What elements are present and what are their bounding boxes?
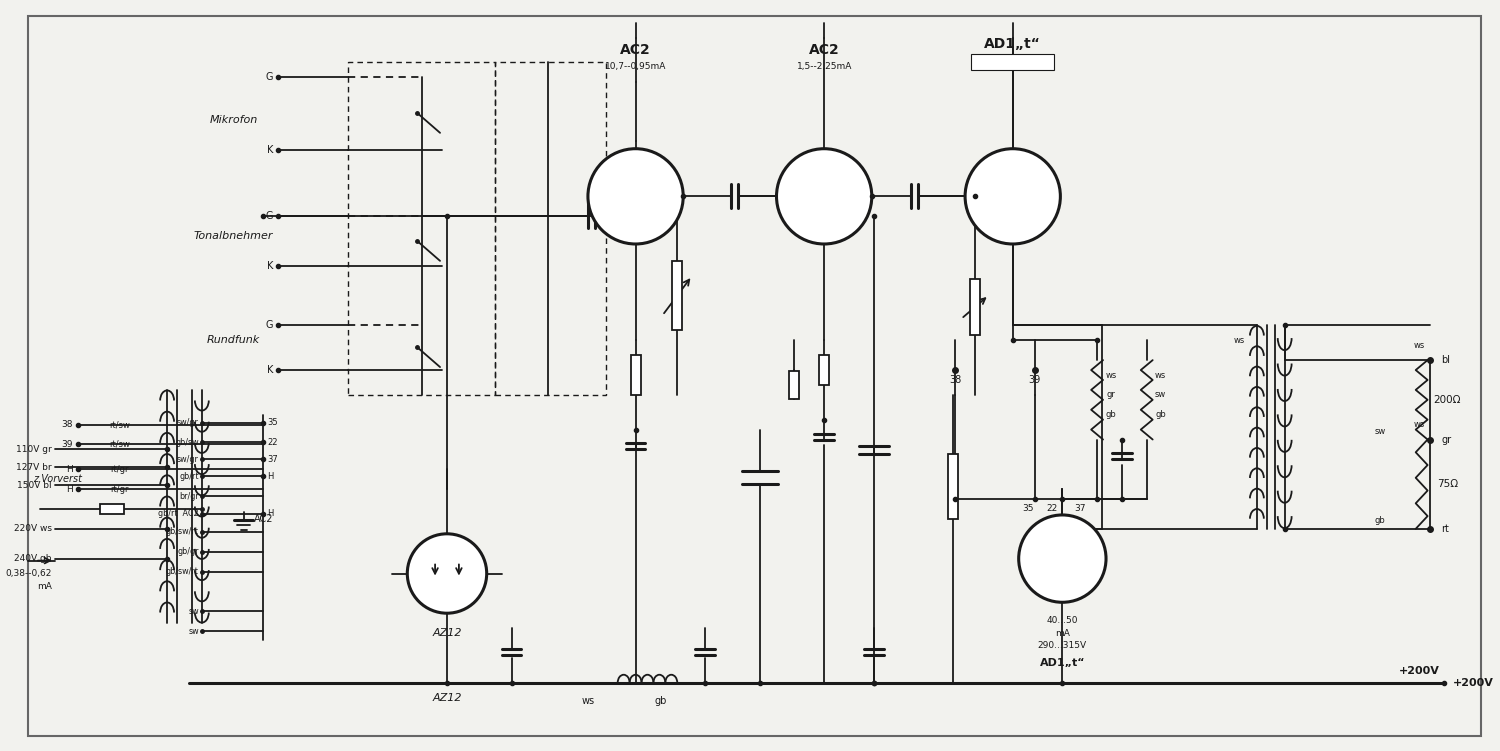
Bar (348, 62, 495, 395)
Text: H: H (267, 472, 273, 481)
Bar (948, 454, 958, 519)
Text: z Vorverst: z Vorverst (33, 474, 82, 484)
Text: 40...50mA: 40...50mA (990, 61, 1036, 70)
Text: K: K (267, 261, 273, 271)
Text: 110V gr: 110V gr (16, 445, 53, 454)
Text: 1,5--2,25mA: 1,5--2,25mA (796, 62, 852, 71)
Text: ws: ws (1233, 336, 1245, 345)
Text: 38: 38 (950, 375, 962, 385)
Text: gb: gb (1155, 410, 1166, 419)
Text: sw: sw (188, 626, 200, 635)
Text: 22: 22 (1047, 505, 1058, 514)
Text: +200V: +200V (1452, 677, 1494, 688)
Bar (819, 355, 830, 385)
Text: 127V br: 127V br (16, 463, 53, 472)
Text: 0,38--0,62: 0,38--0,62 (6, 569, 53, 578)
Bar (495, 62, 606, 395)
Text: AD1„t“: AD1„t“ (1040, 658, 1084, 668)
Text: 290...315V: 290...315V (988, 55, 1038, 64)
Bar (99, 504, 124, 514)
Text: sw/gr: sw/gr (177, 418, 200, 427)
Text: 38: 38 (62, 420, 74, 429)
Text: gb: gb (1106, 410, 1116, 419)
Text: rt/sw: rt/sw (110, 440, 130, 449)
Text: 200Ω: 200Ω (1434, 395, 1461, 405)
Text: AC2: AC2 (254, 514, 273, 524)
Text: 40...50: 40...50 (1047, 616, 1078, 625)
Text: gb/sw/rt: gb/sw/rt (166, 527, 200, 536)
Bar (672, 261, 682, 330)
Text: rt/sw: rt/sw (110, 420, 130, 429)
Circle shape (588, 149, 682, 244)
Text: 35: 35 (1022, 505, 1034, 514)
Circle shape (964, 149, 1060, 244)
Text: gb/rt: gb/rt (180, 472, 200, 481)
Text: bl: bl (1442, 355, 1450, 365)
Text: ws: ws (1414, 341, 1425, 350)
Text: sw: sw (1374, 427, 1386, 436)
Text: H: H (66, 465, 74, 474)
Text: gb/gr: gb/gr (177, 547, 200, 556)
Text: br/gr: br/gr (178, 492, 200, 501)
Text: AZ12: AZ12 (432, 628, 462, 638)
Circle shape (1019, 515, 1106, 602)
Text: 39: 39 (1029, 375, 1041, 385)
Text: 37: 37 (1074, 505, 1086, 514)
Text: rt/gr: rt/gr (110, 465, 129, 474)
Text: K: K (267, 365, 273, 375)
Text: Tonalbnehmer: Tonalbnehmer (194, 231, 273, 241)
Text: mA: mA (38, 582, 52, 591)
Text: sw: sw (1155, 391, 1166, 400)
Circle shape (777, 149, 871, 244)
Text: mA: mA (1054, 629, 1070, 638)
Text: ws: ws (1155, 370, 1166, 379)
Text: AC2: AC2 (620, 44, 651, 57)
Bar (970, 279, 980, 335)
Text: gb/sw: gb/sw (176, 438, 200, 447)
Text: Mikrofon: Mikrofon (210, 115, 258, 125)
Text: gb/rt  AC2: gb/rt AC2 (158, 509, 200, 518)
Text: sw/gr: sw/gr (177, 455, 200, 464)
Text: ws: ws (1414, 420, 1425, 429)
Text: Rundfunk: Rundfunk (207, 335, 260, 345)
Text: sw: sw (188, 607, 200, 616)
Text: K: K (267, 145, 273, 155)
Text: AD1„t“: AD1„t“ (984, 38, 1041, 52)
Text: +200V: +200V (1398, 666, 1440, 676)
Text: gb/sw/rt: gb/sw/rt (166, 567, 200, 576)
Text: 22: 22 (267, 438, 278, 447)
Text: 75Ω: 75Ω (1437, 479, 1458, 489)
Text: rt: rt (1442, 524, 1449, 534)
Text: 240V gb: 240V gb (15, 554, 52, 563)
Text: 290...315V: 290...315V (1038, 641, 1088, 650)
Text: 10,7--0,95mA: 10,7--0,95mA (604, 62, 666, 71)
Text: H: H (267, 509, 273, 518)
Text: ws: ws (1106, 370, 1116, 379)
Text: 35: 35 (267, 418, 278, 427)
Text: H: H (66, 484, 74, 493)
Text: G: G (266, 321, 273, 330)
Text: gr: gr (1442, 435, 1452, 445)
Bar (970, 54, 1054, 71)
Text: gb: gb (1374, 517, 1386, 526)
Bar (630, 355, 640, 395)
Text: 220V ws: 220V ws (13, 524, 52, 533)
Text: AC2: AC2 (808, 44, 840, 57)
Text: G: G (266, 72, 273, 83)
Text: gb: gb (654, 695, 666, 705)
Text: rt/gr: rt/gr (110, 484, 129, 493)
Text: G: G (266, 211, 273, 222)
Text: 37: 37 (267, 455, 278, 464)
Text: gr: gr (1107, 391, 1116, 400)
Text: 150V bl: 150V bl (18, 481, 53, 490)
Text: 39: 39 (62, 440, 74, 449)
Bar (789, 371, 800, 399)
Text: ws: ws (582, 695, 594, 705)
Text: AZ12: AZ12 (432, 692, 462, 703)
Circle shape (408, 534, 486, 614)
